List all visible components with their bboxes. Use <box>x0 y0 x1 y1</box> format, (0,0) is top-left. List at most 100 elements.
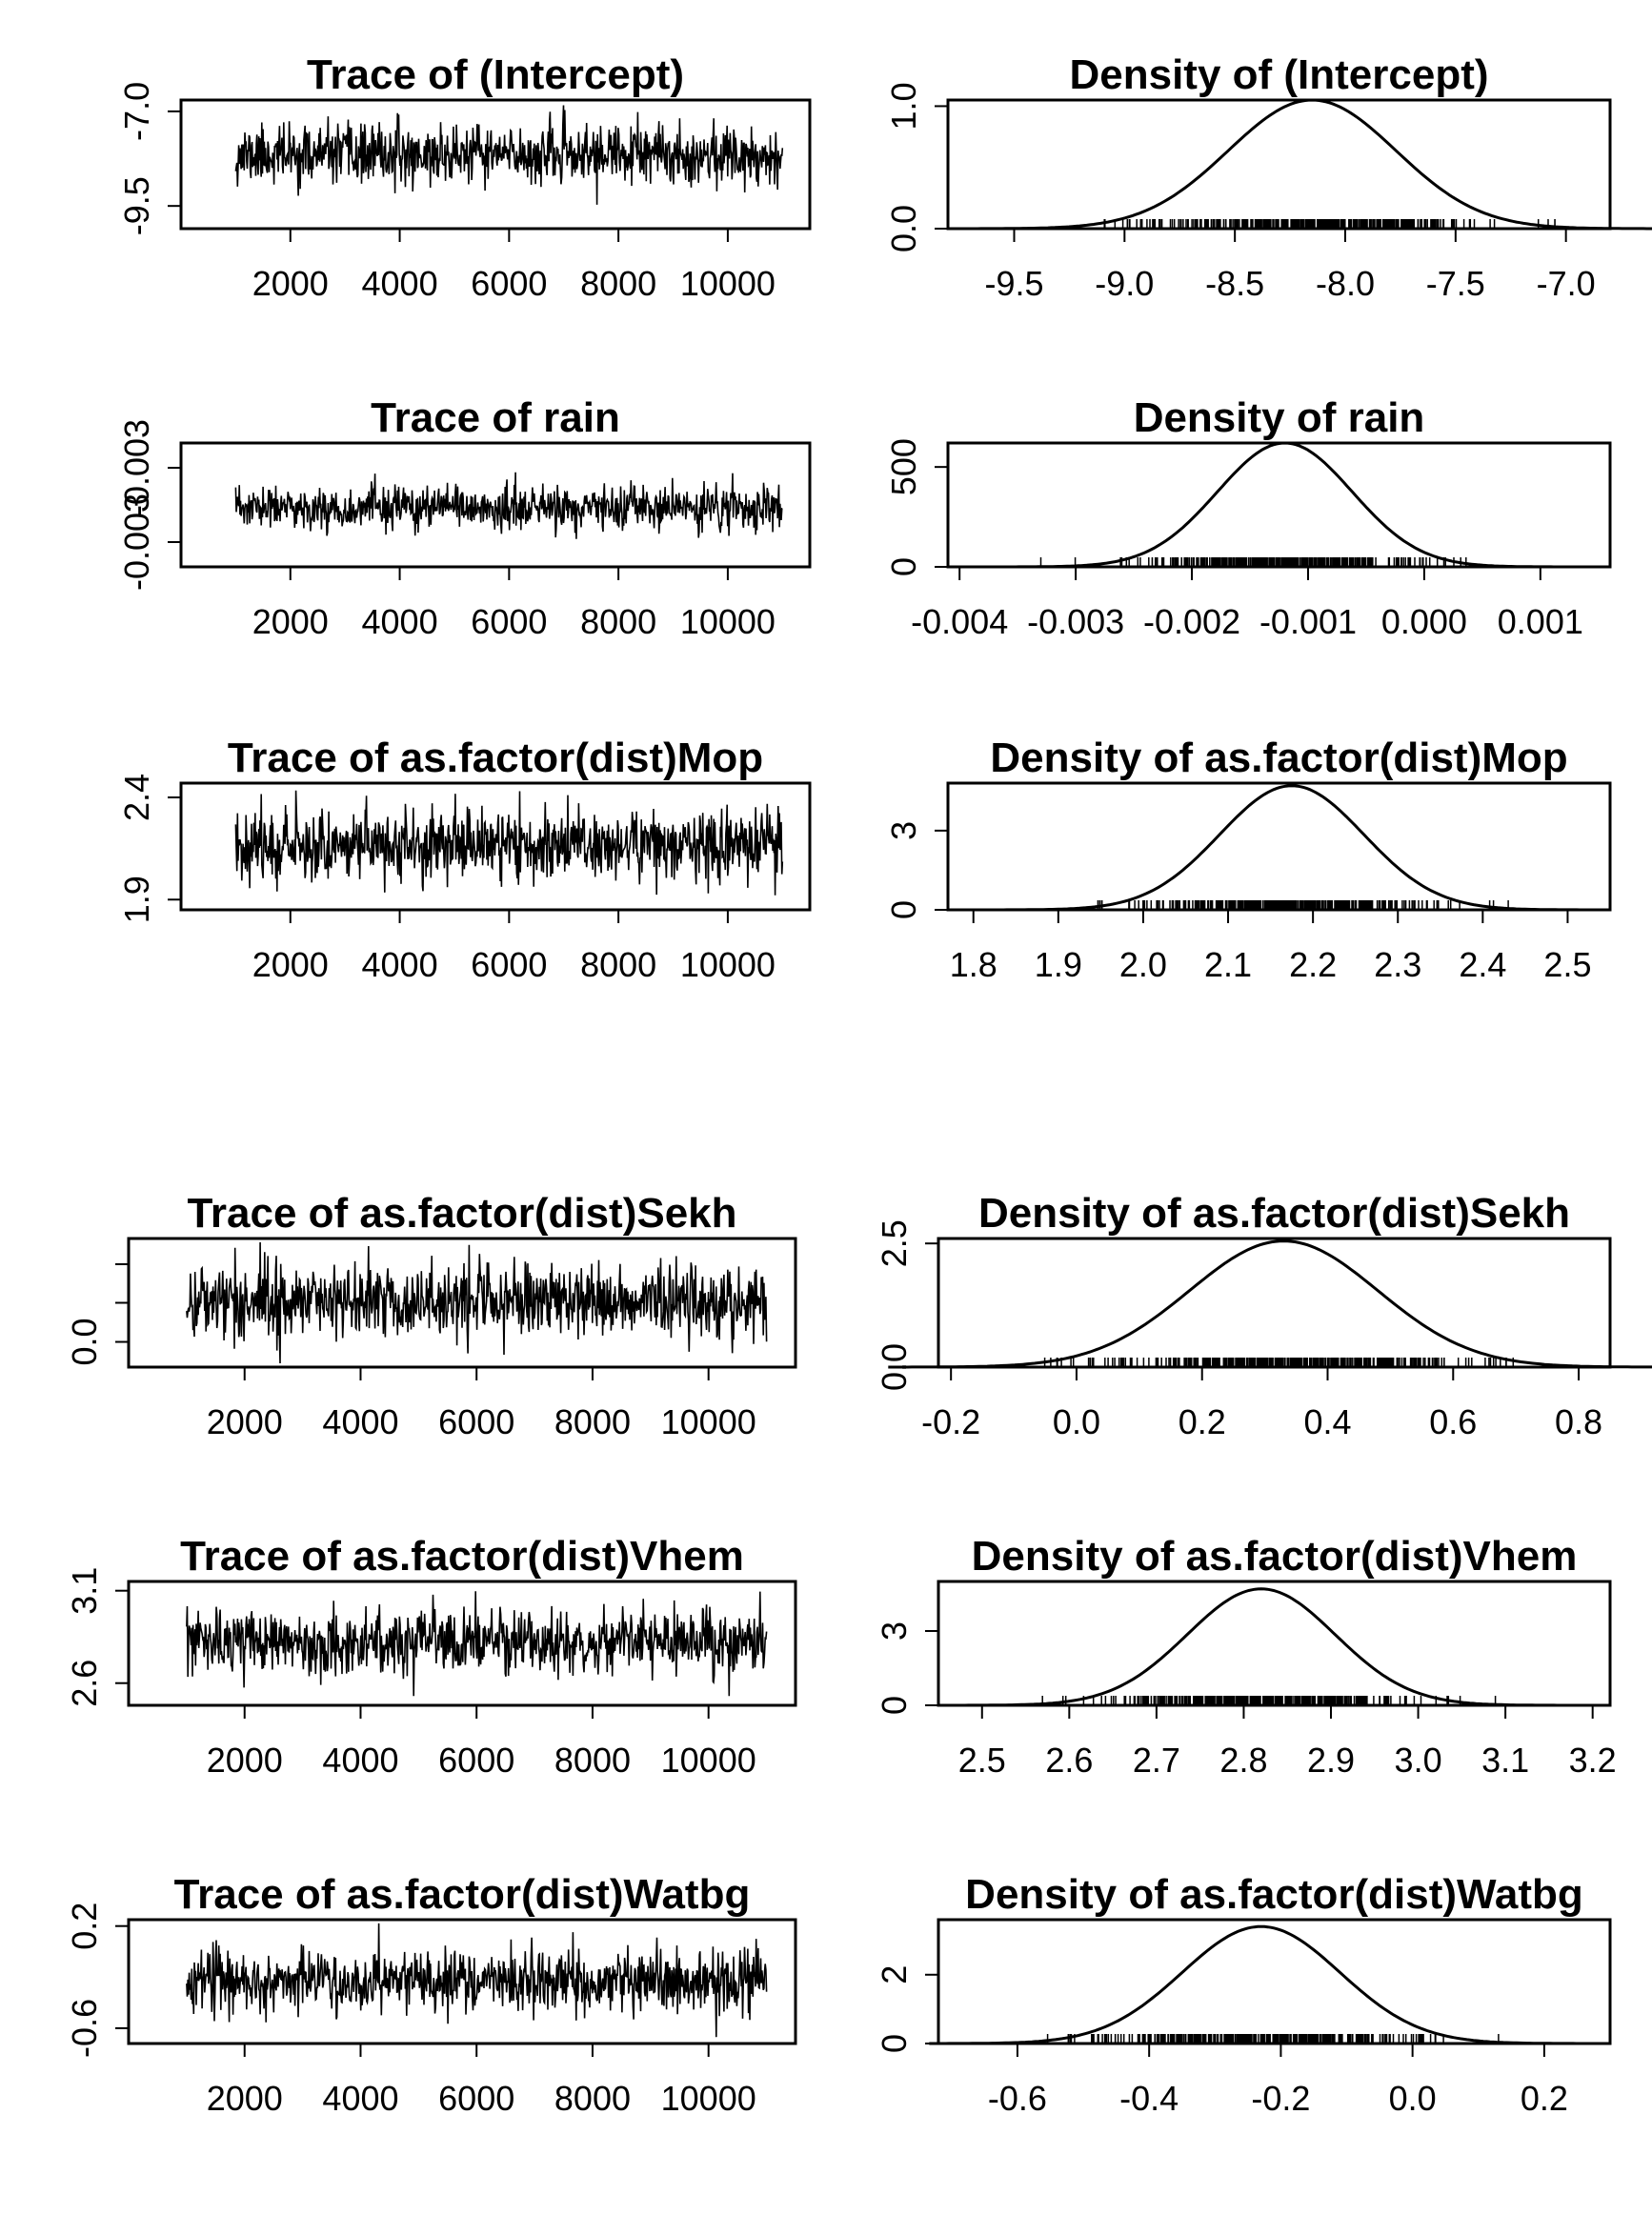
x-tick-label: 8000 <box>554 1402 631 1441</box>
plot-frame <box>179 781 812 912</box>
plot-frame <box>937 1580 1612 1707</box>
x-tick-label: 2.2 <box>1289 945 1337 984</box>
y-tick-label: 3 <box>884 821 923 840</box>
x-tick-label: 2.5 <box>1543 945 1591 984</box>
trace-line <box>234 472 783 539</box>
y-tick-label: 2.4 <box>117 774 156 821</box>
x-tick-label: -0.002 <box>1143 602 1240 641</box>
plot-area <box>234 472 783 539</box>
rug-marks <box>1043 1358 1515 1367</box>
x-tick-label: -9.0 <box>1095 264 1154 303</box>
x-tick-label: -0.2 <box>921 1402 980 1441</box>
x-tick-label: 10000 <box>680 602 776 641</box>
y-tick-label: -0.003 <box>117 419 156 516</box>
x-tick-label: 6000 <box>438 1741 514 1780</box>
x-tick-label: -7.5 <box>1426 264 1485 303</box>
x-tick-label: 2.0 <box>1119 945 1167 984</box>
density-curve <box>888 1239 1652 1369</box>
x-tick-label: 3.2 <box>1569 1741 1617 1780</box>
x-tick-label: 8000 <box>580 264 656 303</box>
plot-area <box>234 105 784 205</box>
x-tick-label: 2.7 <box>1133 1741 1180 1780</box>
density-curve <box>988 784 1595 912</box>
x-tick-label: 2.9 <box>1307 1741 1355 1780</box>
plot-frame <box>946 441 1612 569</box>
x-tick-label: 2.5 <box>958 1741 1006 1780</box>
y-tick-label: 1.0 <box>884 82 923 130</box>
panel-1: Trace of (Intercept) 2000 4000 6000 8000 1000… <box>117 51 812 303</box>
x-tick-label: -0.004 <box>911 602 1008 641</box>
y-tick-label: 0.0 <box>65 1319 104 1366</box>
x-tick-label: 2000 <box>252 602 329 641</box>
y-tick-label: -0.003 <box>117 493 156 591</box>
panel-title: Density of (Intercept) <box>1069 51 1488 98</box>
y-tick-label: -9.5 <box>117 176 156 235</box>
rug-marks <box>1103 219 1556 229</box>
plot-frame <box>937 1237 1612 1369</box>
rug-marks <box>1039 557 1467 567</box>
y-tick-label: 3.1 <box>65 1567 104 1615</box>
trace-line <box>186 1923 768 2038</box>
panel-6: Density of as.factor(dist)Mop 1.8 1.9 2.0 2.… <box>884 735 1612 984</box>
y-tick-label: 0.0 <box>875 1343 914 1391</box>
x-tick-label: 2000 <box>207 1741 283 1780</box>
panel-title: Trace of as.factor(dist)Watbg <box>174 1871 751 1918</box>
density-curve <box>929 1924 1593 2045</box>
plot-frame <box>946 98 1612 231</box>
y-tick-label: 0.0 <box>884 205 923 252</box>
x-tick-label: 3.1 <box>1481 1741 1529 1780</box>
y-tick-label: 1.9 <box>117 876 156 923</box>
panel-title: Trace of as.factor(dist)Sekh <box>187 1190 736 1237</box>
x-tick-label: -7.0 <box>1537 264 1596 303</box>
plot-frame <box>179 441 812 569</box>
x-tick-label: 1.9 <box>1035 945 1082 984</box>
x-tick-label: 10000 <box>680 264 776 303</box>
y-tick-label: 0 <box>884 557 923 576</box>
x-tick-label: 2.4 <box>1459 945 1506 984</box>
x-tick-label: 2000 <box>207 2079 283 2118</box>
x-tick-label: 6000 <box>471 602 547 641</box>
y-tick-label: 0 <box>884 900 923 919</box>
y-tick-label: 0 <box>875 1696 914 1715</box>
x-tick-label: 2.3 <box>1374 945 1421 984</box>
x-tick-label: 10000 <box>661 2079 756 2118</box>
y-tick-label: -0.6 <box>65 1999 104 2058</box>
plot-area <box>938 1587 1610 1707</box>
x-tick-label: 10000 <box>680 945 776 984</box>
x-tick-label: 4000 <box>362 264 438 303</box>
panel-title: Trace of (Intercept) <box>307 51 684 98</box>
y-tick-label: 0 <box>875 2034 914 2053</box>
x-tick-label: 4000 <box>362 945 438 984</box>
panel-title: Trace of rain <box>371 394 620 441</box>
panel-9: Trace of as.factor(dist)Vhem 2000 4000 6000… <box>65 1533 797 1780</box>
panel-title: Density of as.factor(dist)Mop <box>990 735 1567 781</box>
x-tick-label: 8000 <box>554 2079 631 2118</box>
x-tick-label: 8000 <box>580 602 656 641</box>
x-tick-label: 6000 <box>438 1402 514 1441</box>
y-tick-label: 2.6 <box>65 1660 104 1707</box>
plot-frame <box>127 1918 797 2045</box>
x-tick-label: 0.4 <box>1303 1402 1351 1441</box>
x-tick-label: 0.0 <box>1053 1402 1100 1441</box>
x-tick-label: 0.001 <box>1498 602 1583 641</box>
y-tick-label: 0.2 <box>65 1903 104 1950</box>
y-tick-label: 3 <box>875 1621 914 1641</box>
x-tick-label: 6000 <box>438 2079 514 2118</box>
x-tick-label: 2.1 <box>1204 945 1252 984</box>
x-tick-label: -0.001 <box>1259 602 1357 641</box>
x-tick-label: -0.6 <box>988 2079 1047 2118</box>
panel-4: Density of rain -0.004 -0.003 -0.002 -0.001 0… <box>884 394 1612 641</box>
y-tick-label: -7.0 <box>117 82 156 141</box>
x-tick-label: 6000 <box>471 264 547 303</box>
x-tick-label: 2000 <box>207 1402 283 1441</box>
panel-title: Density of as.factor(dist)Sekh <box>978 1190 1570 1237</box>
panel-11: Trace of as.factor(dist)Watbg 2000 4000 600… <box>65 1871 797 2118</box>
x-tick-label: 10000 <box>661 1402 756 1441</box>
trace-line <box>186 1591 768 1697</box>
plot-frame <box>179 98 812 231</box>
plot-frame <box>946 781 1612 912</box>
x-tick-label: 8000 <box>580 945 656 984</box>
plot-area <box>186 1591 768 1697</box>
x-tick-label: 10000 <box>661 1741 756 1780</box>
density-curve <box>1001 441 1568 569</box>
